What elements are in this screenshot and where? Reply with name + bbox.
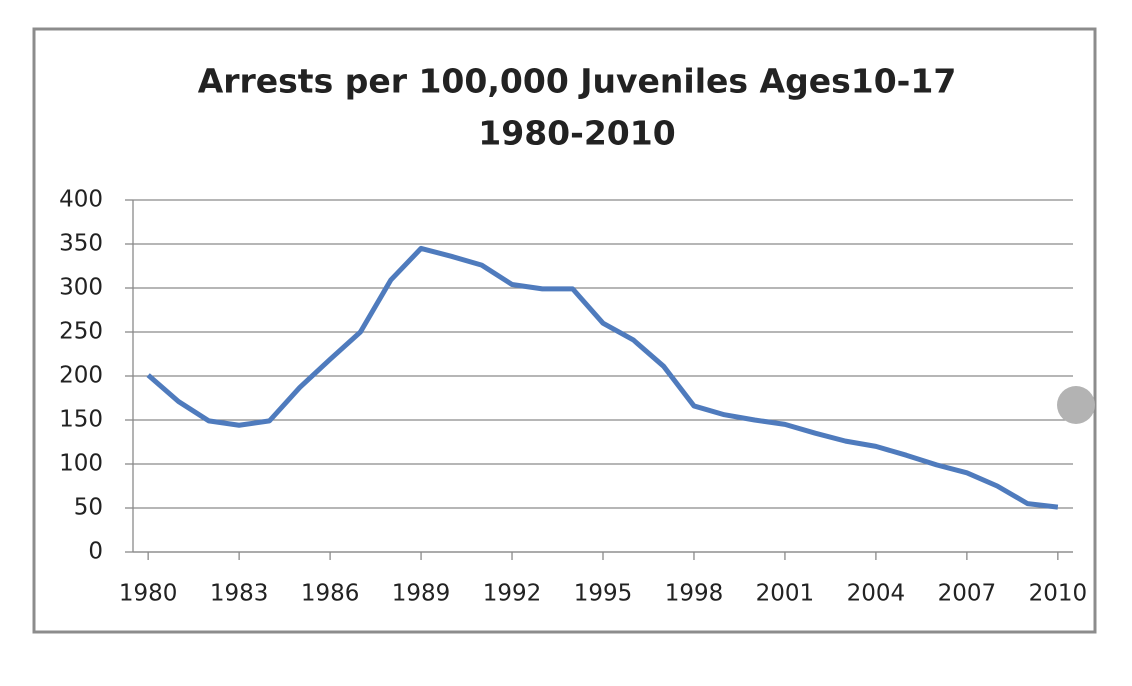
chart-title: Arrests per 100,000 Juveniles Ages10-17 — [198, 62, 957, 101]
overlay-dot[interactable] — [1057, 386, 1095, 424]
x-tick-label: 1980 — [119, 581, 178, 607]
x-tick-label: 1989 — [392, 581, 451, 607]
y-tick-label: 250 — [59, 319, 103, 345]
series-line — [146, 245, 1059, 510]
y-tick-label: 400 — [59, 187, 103, 213]
y-tick-label: 350 — [59, 231, 103, 257]
x-tick-label: 2004 — [847, 581, 906, 607]
y-tick-label: 150 — [59, 407, 103, 433]
x-tick-label: 2001 — [756, 581, 815, 607]
x-tick-label: 2007 — [938, 581, 997, 607]
x-tick-label: 1995 — [574, 581, 633, 607]
y-tick-label: 200 — [59, 363, 103, 389]
y-tick-label: 100 — [59, 451, 103, 477]
x-tick-label: 2010 — [1029, 581, 1088, 607]
x-tick-label: 1998 — [665, 581, 724, 607]
y-tick-label: 300 — [59, 275, 103, 301]
chart-frame — [32, 27, 1097, 634]
chart-subtitle: 1980-2010 — [478, 114, 675, 153]
x-tick-label: 1986 — [301, 581, 360, 607]
y-tick-label: 0 — [88, 539, 103, 565]
x-tick-label: 1983 — [210, 581, 269, 607]
y-tick-label: 50 — [74, 495, 103, 521]
x-tick-label: 1992 — [483, 581, 542, 607]
